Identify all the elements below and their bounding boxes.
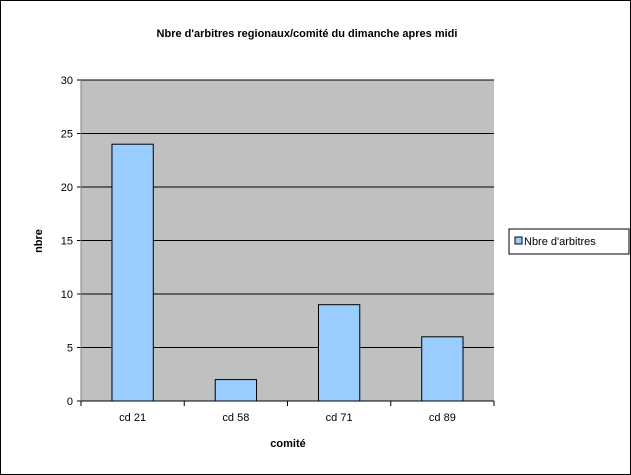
x-axis-label: comité [270, 438, 305, 450]
y-tick-label: 15 [61, 236, 73, 248]
y-tick-label: 20 [61, 182, 73, 194]
chart-title: Nbre d'arbitres regionaux/comité du dima… [157, 28, 458, 40]
y-tick-label: 10 [61, 289, 73, 301]
y-axis-label: nbre [33, 229, 45, 253]
x-tick-label: cd 71 [326, 412, 353, 424]
bars [111, 143, 464, 402]
y-tick-label: 30 [61, 75, 73, 87]
legend-swatch [514, 236, 523, 245]
bar-cd-89 [421, 336, 464, 402]
x-tick-label: cd 89 [429, 412, 456, 424]
y-tick-label: 5 [67, 343, 73, 355]
bar-cd-71 [317, 304, 361, 402]
y-axis: 0 5 10 15 20 25 30 [61, 75, 82, 408]
x-tick-label: cd 21 [119, 412, 146, 424]
legend-box [508, 228, 630, 255]
legend-label: Nbre d'arbitres [524, 236, 596, 248]
legend: Nbre d'arbitres [508, 228, 630, 255]
x-tick-label: cd 58 [222, 412, 249, 424]
bar-cd-21 [111, 143, 154, 402]
bar-cd-58 [214, 379, 258, 402]
y-tick-label: 0 [67, 396, 73, 408]
x-axis: cd 21 cd 58 cd 71 cd 89 [80, 400, 495, 424]
y-tick-label: 25 [61, 129, 73, 141]
